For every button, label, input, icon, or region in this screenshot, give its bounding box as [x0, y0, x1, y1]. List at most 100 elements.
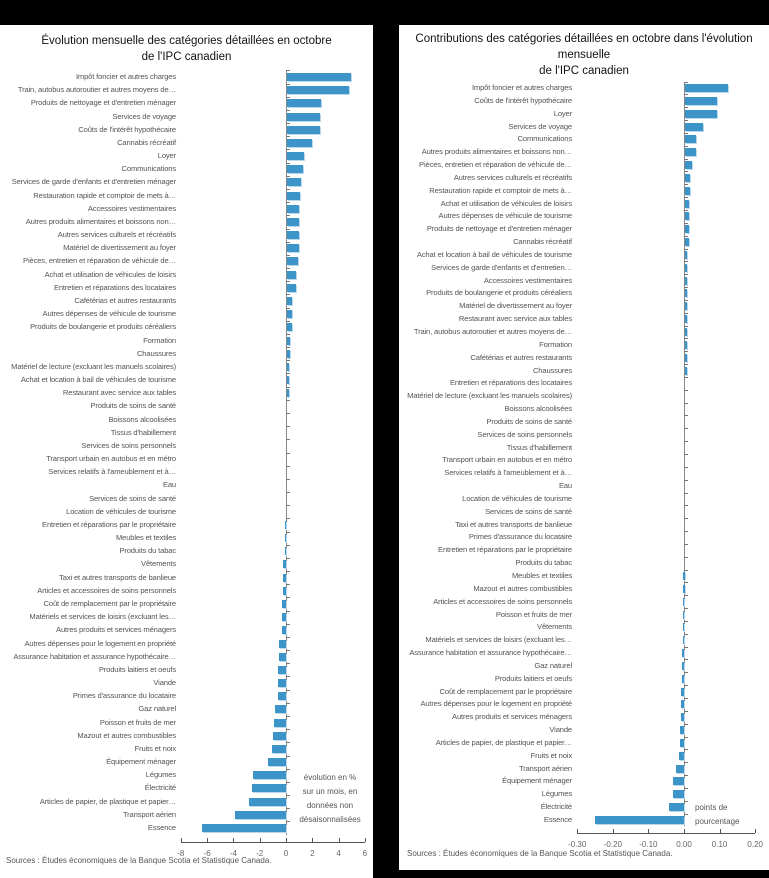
category-label: Tissus d'habillement: [110, 427, 176, 437]
x-tick-label: -4: [229, 849, 237, 858]
y-tick: [684, 646, 688, 648]
y-tick: [684, 531, 688, 533]
category-label: Pièces, entretien et réparation de véhic…: [419, 160, 572, 170]
category-label: Viande: [549, 725, 572, 735]
unit-note-line: pourcentage: [695, 817, 740, 826]
left-title-line1: Évolution mensuelle des catégories détai…: [41, 35, 332, 47]
category-label: Mazout et autres combustibles: [77, 730, 176, 740]
y-tick: [684, 582, 688, 584]
x-tick: [612, 829, 614, 833]
y-tick: [286, 333, 290, 335]
data-bar: [249, 797, 286, 806]
category-label: Électricité: [144, 783, 176, 793]
y-tick: [286, 320, 290, 322]
data-bar: [682, 597, 685, 606]
y-tick: [286, 96, 290, 98]
data-bar: [685, 135, 696, 144]
y-tick: [286, 571, 290, 573]
unit-note-line: désaisonnalisées: [299, 815, 361, 824]
y-tick: [684, 248, 688, 250]
category-label: Fruits et noix: [134, 743, 177, 753]
y-tick: [286, 386, 290, 388]
y-tick: [684, 261, 688, 263]
category-label: Primes d'assurance du locataire: [468, 532, 572, 542]
y-tick: [684, 454, 688, 455]
data-bar: [282, 613, 286, 622]
data-bar: [287, 138, 312, 147]
category-label: Assurance habitation et assurance hypoth…: [409, 648, 572, 658]
y-tick: [684, 813, 688, 815]
y-tick: [286, 215, 290, 217]
data-bar: [685, 315, 687, 324]
y-tick: [286, 307, 290, 309]
data-bar: [284, 547, 287, 556]
y-tick: [286, 241, 290, 243]
y-tick: [286, 465, 290, 467]
y-tick: [684, 749, 688, 751]
y-tick: [684, 364, 688, 366]
category-label: Loyer: [553, 108, 572, 118]
data-bar: [682, 661, 684, 670]
y-tick: [286, 518, 290, 520]
category-label: Essence: [147, 823, 176, 832]
category-label: Location de véhicules de tourisme: [462, 493, 572, 503]
data-bar: [676, 764, 684, 773]
data-bar: [673, 790, 684, 799]
category-label: Communications: [121, 164, 177, 174]
category-label: Produits laitiers et oeufs: [98, 664, 176, 674]
data-bar: [201, 824, 286, 832]
x-tick-label: 0: [283, 849, 289, 858]
data-bar: [685, 173, 691, 182]
right-title-line2: de l'IPC canadien: [539, 65, 629, 77]
data-bar: [287, 283, 297, 292]
category-label: Légumes: [145, 770, 176, 780]
data-bar: [287, 336, 290, 345]
y-tick: [684, 685, 688, 687]
category-label: Poisson et fruits de mer: [495, 609, 572, 619]
category-label: Articles et accessoires de soins personn…: [433, 596, 572, 606]
category-label: Matériel de divertissement au foyer: [63, 243, 176, 253]
y-tick: [684, 775, 688, 777]
data-bar: [287, 376, 289, 385]
right-bar-chart: Impôt foncier et autres charges Coûts de …: [399, 25, 769, 870]
category-label: Boissons alcoolisées: [504, 404, 573, 414]
y-tick: [684, 94, 688, 96]
y-tick: [286, 531, 290, 533]
y-tick: [286, 544, 290, 546]
y-tick: [286, 636, 290, 638]
category-label: Primes d'assurance du locataire: [72, 691, 176, 701]
category-label: Transport urbain en autobus et en métro: [442, 455, 572, 465]
category-label: Achat et location à bail de véhicules de…: [416, 249, 572, 259]
category-label: Impôt foncier et autres charges: [471, 83, 572, 92]
data-bar: [287, 389, 289, 398]
data-bar: [287, 217, 299, 226]
x-tick: [719, 829, 721, 833]
x-tick: [180, 838, 182, 842]
y-tick: [684, 415, 688, 417]
category-label: Transport aérien: [122, 809, 176, 819]
category-label: Assurance habitation et assurance hypoth…: [13, 651, 176, 661]
y-tick: [286, 729, 290, 731]
category-label: Services de voyage: [112, 111, 176, 121]
data-bar: [685, 84, 728, 92]
data-bar: [685, 122, 703, 131]
data-bar: [272, 731, 286, 740]
data-bar: [685, 289, 688, 298]
category-label: Entretien et réparations par le propriét…: [42, 519, 176, 529]
data-bar: [685, 212, 689, 221]
data-bar: [287, 112, 320, 121]
data-bar: [287, 244, 299, 253]
y-tick: [286, 347, 290, 349]
category-label: Services de voyage: [508, 121, 572, 131]
zero-axis-line: [684, 81, 685, 827]
y-tick: [684, 274, 688, 276]
y-tick: [286, 399, 290, 401]
category-label: Produits de boulangerie et produits céré…: [426, 288, 572, 298]
category-label: Meubles et textiles: [511, 571, 572, 580]
y-tick: [684, 659, 688, 661]
left-unit-note: évolution en % sur un mois, en données non…: [290, 771, 370, 827]
y-tick: [286, 492, 290, 494]
data-bar: [275, 705, 286, 714]
category-label: Taxi et autres transports de banlieue: [455, 519, 572, 529]
data-bar: [287, 86, 349, 95]
